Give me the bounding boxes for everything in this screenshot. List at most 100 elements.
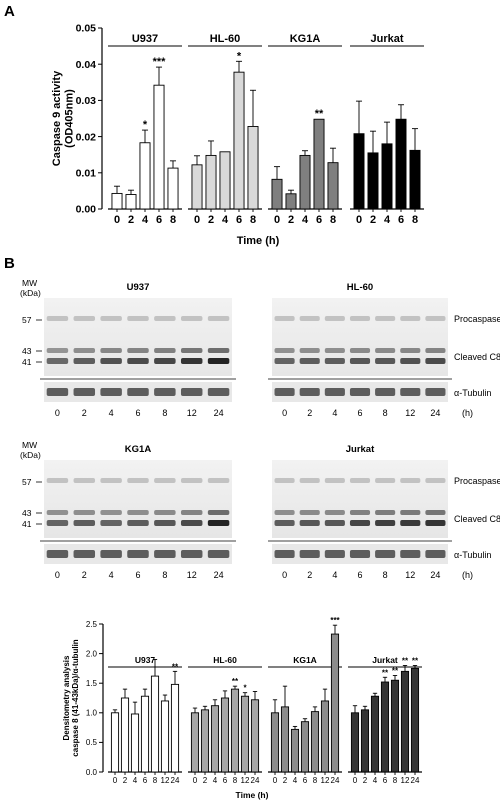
tubulin-band xyxy=(154,388,176,396)
bar xyxy=(170,683,180,773)
x-tick-label: 4 xyxy=(373,776,378,785)
procaspase-band xyxy=(46,316,69,321)
significance-mark: ** xyxy=(382,668,389,677)
bar xyxy=(190,712,200,773)
y-tick-label: 0.5 xyxy=(86,738,98,747)
procaspase-label: Procaspase xyxy=(454,476,500,486)
significance-mark: ** xyxy=(232,677,239,686)
procaspase-band xyxy=(127,316,149,321)
bar xyxy=(280,706,290,773)
procaspase-band xyxy=(207,478,230,483)
tubulin-band xyxy=(400,388,421,396)
bar xyxy=(191,164,203,210)
x-tick-label: 6 xyxy=(303,776,308,785)
cleaved-band-43 xyxy=(425,510,446,515)
tubulin-band xyxy=(324,388,345,396)
tubulin-band xyxy=(73,388,96,396)
x-tick-label: 6 xyxy=(316,214,322,226)
x-tick-label: 0 xyxy=(114,214,120,226)
bar xyxy=(300,721,310,773)
cleaved-band-41 xyxy=(127,358,149,364)
x-tick-label: 2 xyxy=(208,214,214,226)
y-axis-label-line: Densitometry analysis xyxy=(62,655,71,740)
x-tick-label: 4 xyxy=(293,776,298,785)
bar xyxy=(140,695,150,773)
procaspase-band xyxy=(100,316,122,321)
bar xyxy=(111,192,123,210)
y-tick-label: 0.02 xyxy=(76,131,97,143)
bar xyxy=(367,152,379,210)
group-label: HL-60 xyxy=(210,33,241,45)
x-axis-label: Time (h) xyxy=(237,235,280,247)
cleaved-band-43 xyxy=(180,510,203,515)
cleaved-band-41 xyxy=(400,358,421,364)
cleaved-band-41 xyxy=(299,520,320,526)
lane-label: 12 xyxy=(187,408,197,418)
bar xyxy=(139,142,151,210)
x-tick-label: 2 xyxy=(363,776,368,785)
procaspase-band xyxy=(127,478,149,483)
bar xyxy=(167,167,179,210)
x-tick-label: 8 xyxy=(313,776,318,785)
bar xyxy=(310,711,320,773)
x-tick-label: 8 xyxy=(412,214,418,226)
x-tick-label: 0 xyxy=(274,214,280,226)
procaspase-band xyxy=(349,478,371,483)
lane-label: 4 xyxy=(332,408,337,418)
mw-marker: 43 xyxy=(22,346,32,356)
hours-unit-label: (h) xyxy=(462,570,473,580)
x-tick-label: 2 xyxy=(370,214,376,226)
group-label: Jurkat xyxy=(372,655,398,665)
mw-marker: 41 xyxy=(22,357,32,367)
blot-title: Jurkat xyxy=(346,444,375,455)
procaspase-band xyxy=(100,478,122,483)
lane-label: 8 xyxy=(383,408,388,418)
caspase9-activity-chart: 0.00 0.01 0.02 0.03 0.04 0.05 Caspase 9 activi… xyxy=(51,23,424,247)
tubulin-band xyxy=(349,388,371,396)
bar xyxy=(285,193,297,210)
mw-marker: 57 xyxy=(22,315,32,325)
y-tick-label: 1.5 xyxy=(86,679,98,688)
cleaved-band-41 xyxy=(73,358,96,364)
bar xyxy=(370,695,380,773)
tubulin-band xyxy=(299,550,320,558)
group-label: U937 xyxy=(132,33,158,45)
cleaved-band-41 xyxy=(375,520,396,526)
cleaved-band-43 xyxy=(127,348,149,353)
bar xyxy=(270,712,280,773)
cleaved-band-41 xyxy=(46,520,69,526)
x-tick-label: 6 xyxy=(156,214,162,226)
y-tick-label: 0.05 xyxy=(76,23,97,35)
y-axis-label-line: (OD405nm) xyxy=(64,89,76,148)
cleaved-band-41 xyxy=(349,358,371,364)
bar xyxy=(247,126,259,210)
lane-label: 0 xyxy=(282,408,287,418)
x-tick-label: 8 xyxy=(330,214,336,226)
x-tick-label: 8 xyxy=(250,214,256,226)
x-tick-label: 0 xyxy=(273,776,278,785)
procaspase-band xyxy=(425,316,446,321)
densitometry-chart: 0.0 0.5 1.0 1.5 2.0 2.5 Densitometry analysisc… xyxy=(62,616,422,800)
tubulin-band xyxy=(100,388,122,396)
group-label: KG1A xyxy=(290,33,321,45)
y-tick-label: 0.0 xyxy=(86,768,98,777)
bar xyxy=(120,697,130,773)
lane-label: 2 xyxy=(307,408,312,418)
x-tick-label: 4 xyxy=(222,214,229,226)
tubulin-band xyxy=(73,550,96,558)
cleaved-band-43 xyxy=(400,348,421,353)
cleaved-band-43 xyxy=(73,348,96,353)
tubulin-band xyxy=(127,550,149,558)
bar xyxy=(110,712,120,773)
lane-label: 12 xyxy=(405,570,415,580)
procaspase-band xyxy=(324,478,345,483)
lane-label: 6 xyxy=(135,570,140,580)
y-tick-label: 0.04 xyxy=(76,59,97,71)
x-tick-label: 6 xyxy=(223,776,228,785)
procaspase-band xyxy=(274,316,295,321)
cleaved-band-41 xyxy=(207,358,230,364)
y-tick-label: 1.0 xyxy=(86,709,98,718)
procaspase-band xyxy=(400,316,421,321)
cleaved-band-41 xyxy=(46,358,69,364)
